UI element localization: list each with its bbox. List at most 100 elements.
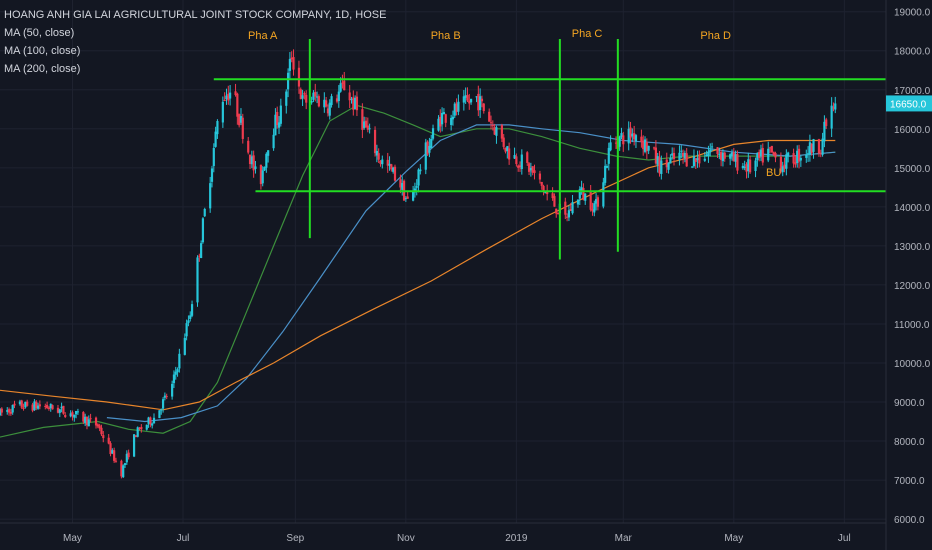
candle-body bbox=[444, 114, 447, 123]
time-axis[interactable]: May Jul Sep Nov 2019 Mar May Jul bbox=[63, 533, 851, 544]
candle-body bbox=[567, 210, 571, 218]
candle-body bbox=[812, 139, 815, 152]
symbol-title[interactable]: HOANG ANH GIA LAI AGRICULTURAL JOINT STO… bbox=[4, 9, 387, 21]
candle-body bbox=[152, 417, 156, 424]
last-price-tag-bg bbox=[886, 95, 932, 112]
candle-body bbox=[76, 411, 80, 413]
candle-body bbox=[13, 403, 16, 406]
candle-body bbox=[113, 450, 116, 461]
candle-body bbox=[350, 98, 353, 100]
candle-body bbox=[546, 190, 549, 195]
candle-body bbox=[709, 149, 712, 153]
candle-body bbox=[335, 98, 339, 102]
candle-body bbox=[239, 116, 243, 123]
y-tick-label: 13000.0 bbox=[894, 242, 931, 253]
candle-body bbox=[556, 212, 560, 215]
x-tick-label: Jul bbox=[838, 533, 851, 544]
candle-body bbox=[74, 410, 78, 415]
x-tick-label: May bbox=[724, 533, 743, 544]
candle-body bbox=[520, 154, 523, 169]
last-price-tag: 16650.0 bbox=[886, 95, 932, 112]
candle-body bbox=[602, 182, 605, 207]
candle-body bbox=[819, 152, 822, 154]
candle-body bbox=[134, 435, 137, 438]
candle-body bbox=[323, 99, 326, 108]
candle-body bbox=[475, 96, 478, 98]
candle-body bbox=[743, 166, 746, 168]
candle-body bbox=[417, 169, 420, 186]
candle-body bbox=[259, 164, 263, 185]
candle-body bbox=[399, 179, 402, 188]
candle-body bbox=[544, 191, 547, 194]
candle-body bbox=[667, 162, 670, 170]
candle-body bbox=[6, 410, 9, 412]
candle-body bbox=[279, 105, 282, 124]
candle-body bbox=[455, 103, 458, 112]
candle-body bbox=[330, 96, 333, 105]
candle-body bbox=[605, 166, 609, 168]
candle-body bbox=[49, 403, 52, 409]
candle-body bbox=[174, 371, 177, 375]
candle-body bbox=[832, 107, 835, 109]
price-axis[interactable]: 19000.0 18000.0 17000.0 16000.0 15000.0 14000… bbox=[894, 8, 931, 526]
candle-body bbox=[38, 404, 41, 407]
candle-body bbox=[569, 209, 572, 212]
candle-body bbox=[348, 92, 351, 101]
candle-body bbox=[47, 407, 51, 409]
indicator-ma100-label[interactable]: MA (100, close) bbox=[4, 45, 81, 57]
candle-body bbox=[805, 154, 808, 158]
candle-body bbox=[495, 127, 498, 136]
candle-body bbox=[730, 152, 734, 157]
candle-body bbox=[26, 401, 29, 406]
candle-body bbox=[290, 57, 293, 60]
candle-body bbox=[584, 193, 587, 201]
indicator-ma200-label[interactable]: MA (200, close) bbox=[4, 63, 81, 75]
candle-body bbox=[341, 82, 344, 84]
candle-body bbox=[517, 165, 520, 168]
candle-body bbox=[439, 116, 442, 127]
candle-body bbox=[797, 148, 801, 162]
candle-body bbox=[247, 140, 250, 153]
candle-body bbox=[526, 152, 529, 163]
candle-body bbox=[654, 147, 657, 164]
candle-body bbox=[799, 157, 802, 161]
candle-body bbox=[571, 202, 574, 214]
candle-body bbox=[24, 401, 27, 408]
candle-body bbox=[542, 185, 545, 192]
candle-body bbox=[250, 156, 253, 165]
candle-body bbox=[660, 160, 663, 175]
phase-label: Pha B bbox=[431, 30, 461, 42]
candle-body bbox=[183, 337, 186, 355]
candle-body bbox=[821, 138, 824, 155]
candle-body bbox=[578, 189, 581, 199]
candle-body bbox=[428, 145, 431, 153]
y-tick-label: 16000.0 bbox=[894, 125, 931, 136]
indicator-ma50-label[interactable]: MA (50, close) bbox=[4, 27, 75, 39]
candle-body bbox=[506, 146, 509, 152]
candle-body bbox=[551, 193, 554, 199]
x-tick-label: May bbox=[63, 533, 82, 544]
candle-body bbox=[69, 413, 72, 417]
candle-body bbox=[680, 150, 683, 152]
candle-body bbox=[136, 427, 139, 437]
candle-body bbox=[277, 122, 281, 128]
candle-body bbox=[209, 183, 212, 209]
candle-body bbox=[158, 410, 161, 419]
candle-body bbox=[221, 101, 224, 123]
candle-body bbox=[810, 143, 813, 153]
candle-body bbox=[633, 133, 636, 140]
candle-body bbox=[589, 191, 592, 210]
candle-body bbox=[241, 117, 244, 139]
candle-body bbox=[33, 401, 36, 411]
ma-line-100 bbox=[106, 124, 836, 423]
candle-body bbox=[453, 103, 456, 116]
candle-body bbox=[263, 166, 266, 171]
candle-body bbox=[540, 181, 543, 186]
candle-body bbox=[645, 142, 648, 152]
candle-body bbox=[580, 187, 583, 192]
candle-body bbox=[18, 401, 22, 405]
candle-body bbox=[527, 163, 531, 172]
candle-body bbox=[500, 125, 503, 139]
